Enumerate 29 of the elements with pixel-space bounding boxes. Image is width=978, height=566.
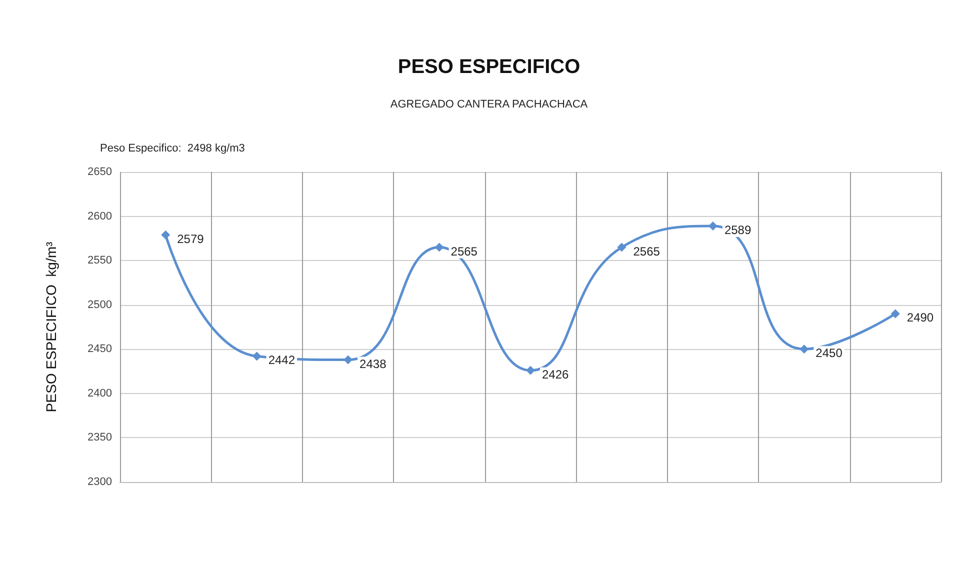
text: Peso Especifico: 2498 kg/m3 <box>100 142 245 154</box>
data-label: 2579 <box>177 232 204 246</box>
y-tick-label: 2450 <box>88 343 112 356</box>
chart-subtitle: AGREGADO CANTERA PACHACHACA <box>390 98 588 110</box>
data-label: 2442 <box>268 353 296 368</box>
y-tick-label: 2350 <box>88 432 112 444</box>
y-tick-label: 2550 <box>88 254 112 267</box>
y-axis-title: PESO ESPECIFICO kg/m³ <box>43 241 59 412</box>
y-tick-label: 2400 <box>88 387 112 400</box>
y-tick-label: 2500 <box>88 298 112 311</box>
data-label: 2438 <box>360 356 387 371</box>
data-label: 2450 <box>816 346 843 360</box>
point <box>617 242 626 252</box>
point <box>161 230 170 240</box>
data-label: 2490 <box>906 310 934 325</box>
point <box>434 242 444 252</box>
data-label: 2565 <box>633 244 660 258</box>
point <box>800 344 809 354</box>
data-label: 2589 <box>724 223 752 238</box>
y-tick-label: 2650 <box>88 166 112 178</box>
y-tick-label: 2600 <box>88 210 112 222</box>
point <box>344 355 353 364</box>
point <box>252 352 262 361</box>
data-label: 2426 <box>542 367 570 382</box>
y-tick-label: 2300 <box>88 476 112 488</box>
point <box>526 366 535 375</box>
chart-title: PESO ESPECIFICO <box>398 56 580 78</box>
point <box>890 309 900 318</box>
data-label: 2565 <box>450 244 478 258</box>
